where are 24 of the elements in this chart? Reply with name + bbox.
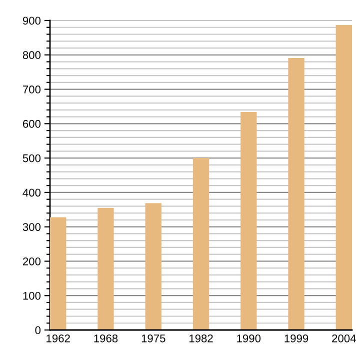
y-tick-label: 0 bbox=[35, 326, 41, 334]
y-tick-label: 200 bbox=[22, 257, 41, 266]
y-tick-label: 300 bbox=[22, 223, 41, 231]
y-tick-label: 500 bbox=[22, 154, 41, 162]
x-tick-label: 1962 bbox=[46, 334, 70, 342]
y-tick-label: 400 bbox=[22, 188, 41, 197]
x-tick-label: 2004 bbox=[332, 334, 356, 342]
y-tick-label: 800 bbox=[22, 51, 41, 60]
x-tick-label: 1999 bbox=[284, 334, 308, 342]
y-tick-label: 100 bbox=[23, 292, 41, 300]
x-tick-label: 1975 bbox=[142, 334, 166, 342]
y-tick-label: 900 bbox=[22, 16, 41, 25]
bar bbox=[192, 158, 210, 330]
y-tick-label: 700 bbox=[23, 86, 41, 94]
x-tick-label: 1990 bbox=[237, 334, 261, 342]
bar bbox=[98, 208, 114, 330]
bar bbox=[288, 58, 304, 330]
bar bbox=[336, 24, 352, 330]
y-tick-label: 600 bbox=[23, 120, 41, 128]
x-tick-label: 1982 bbox=[189, 334, 213, 342]
bar bbox=[50, 217, 66, 330]
x-tick-label: 1968 bbox=[94, 334, 118, 342]
bar bbox=[145, 203, 162, 330]
bar bbox=[240, 112, 257, 330]
